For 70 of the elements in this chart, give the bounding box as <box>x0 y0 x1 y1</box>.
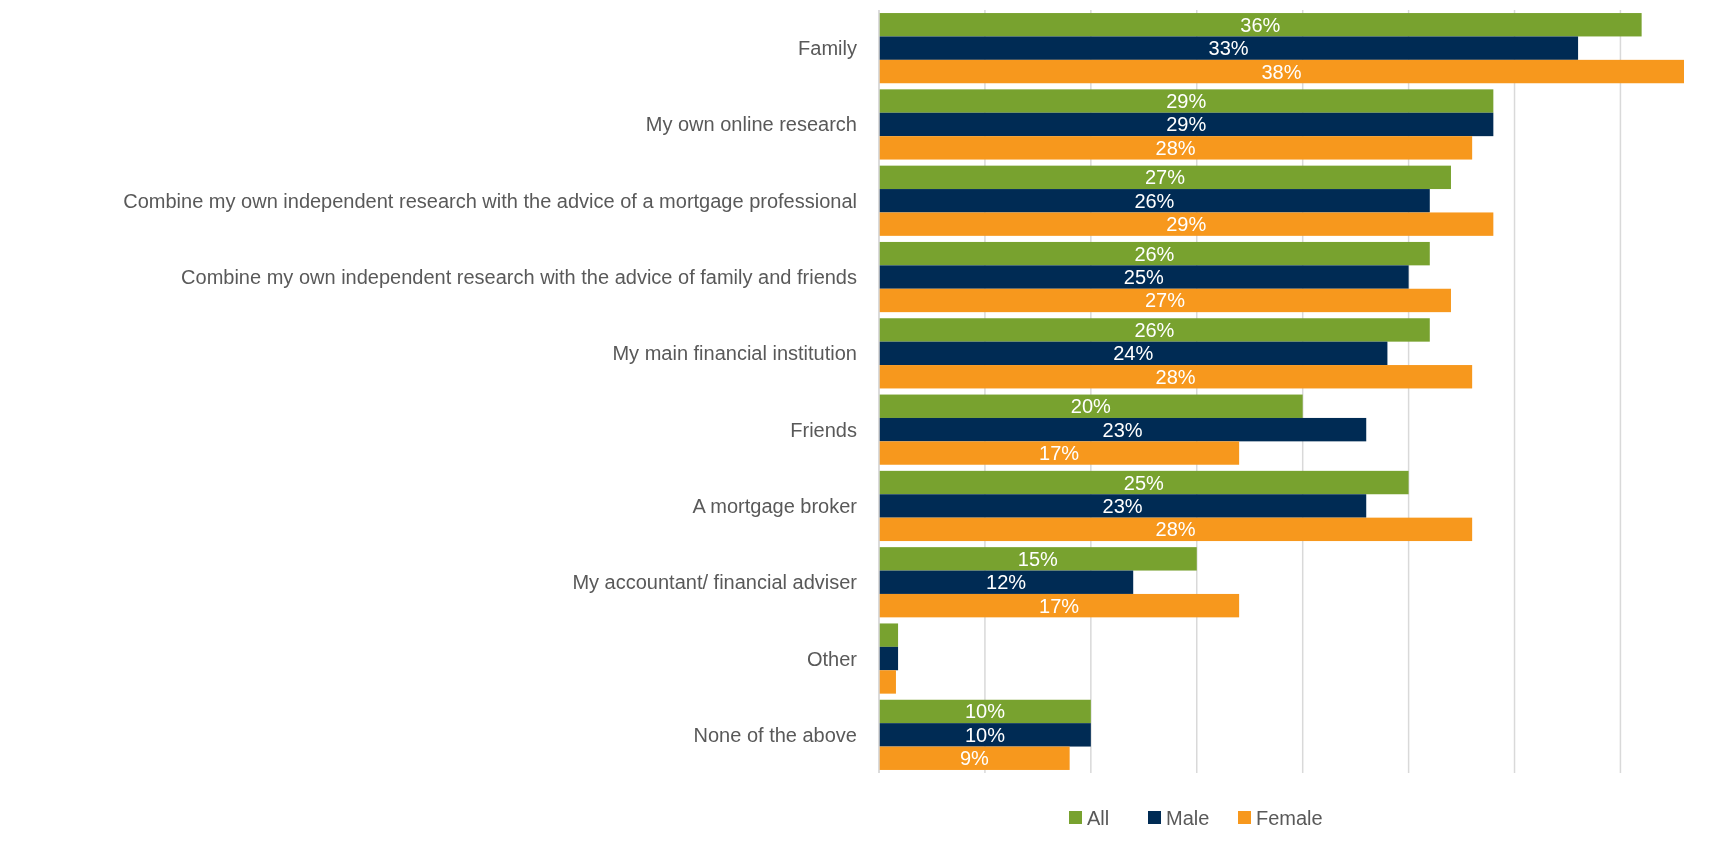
data-label: 23% <box>1102 494 1143 517</box>
data-label: 9% <box>959 747 989 770</box>
data-label: 28% <box>1155 518 1196 541</box>
bar <box>879 318 1430 342</box>
bar <box>879 723 1091 747</box>
bar <box>879 241 1430 266</box>
bar <box>879 670 896 694</box>
data-label: 12% <box>986 571 1027 594</box>
bar <box>879 13 1642 37</box>
data-label: 24% <box>1113 342 1154 365</box>
y-tick-label: My main financial institution <box>612 342 857 365</box>
data-label: 29% <box>1166 113 1207 136</box>
bar <box>879 36 1579 60</box>
bar <box>879 494 1367 518</box>
data-label: 27% <box>1144 289 1186 312</box>
y-tick-label: A mortgage broker <box>692 494 858 517</box>
bar <box>879 212 1494 236</box>
bar <box>879 288 1451 313</box>
bar <box>879 547 1197 571</box>
y-tick-label: My own online research <box>645 113 857 136</box>
bar <box>879 417 1367 442</box>
bar <box>879 623 899 647</box>
bar <box>879 470 1409 495</box>
bar <box>879 136 1473 160</box>
bar <box>879 265 1409 289</box>
data-label: 23% <box>1102 418 1143 441</box>
y-tick-label: Combine my own independent research with the advice of a mortgage professional <box>123 189 857 212</box>
bar <box>879 394 1303 418</box>
data-label: 36% <box>1240 13 1281 36</box>
bar <box>879 593 1240 618</box>
bar <box>879 746 1070 770</box>
bar <box>879 89 1494 113</box>
legend-label: Male <box>1166 807 1210 829</box>
data-label: 17% <box>1039 594 1080 617</box>
data-label: 28% <box>1155 365 1196 388</box>
y-tick-label: Friends <box>790 418 857 441</box>
y-tick-label: Combine my own independent research with the advice of family and friends <box>181 266 857 289</box>
bar <box>879 112 1494 137</box>
data-label: 25% <box>1123 266 1165 289</box>
legend-label: All <box>1087 807 1110 829</box>
data-label: 27% <box>1144 166 1186 189</box>
data-label: 20% <box>1070 395 1112 418</box>
data-label: 26% <box>1134 189 1175 212</box>
bar <box>879 441 1240 465</box>
data-label: 10% <box>964 723 1006 746</box>
data-label: 25% <box>1123 471 1165 494</box>
data-label: 29% <box>1166 213 1207 236</box>
bar <box>879 365 1473 389</box>
data-label: 38% <box>1261 60 1302 83</box>
y-tick-label: None of the above <box>693 723 857 746</box>
bar <box>879 646 899 671</box>
y-tick-label: My accountant/ financial adviser <box>572 571 858 594</box>
data-label: 29% <box>1166 90 1207 113</box>
data-label: 10% <box>964 700 1006 723</box>
data-label: 26% <box>1134 242 1175 265</box>
y-tick-label: Family <box>798 37 857 60</box>
bar <box>879 699 1091 724</box>
bar <box>879 59 1684 84</box>
data-label: 33% <box>1208 37 1249 60</box>
bar <box>879 165 1451 190</box>
legend-label: Female <box>1256 807 1323 829</box>
data-label: 17% <box>1039 442 1080 465</box>
bar <box>879 570 1134 594</box>
bar <box>879 189 1430 213</box>
bar <box>879 341 1388 366</box>
data-label: 15% <box>1017 547 1059 570</box>
y-tick-label: Other <box>806 647 858 670</box>
bar <box>879 517 1473 542</box>
data-label: 26% <box>1134 318 1175 341</box>
data-label: 28% <box>1155 136 1196 159</box>
